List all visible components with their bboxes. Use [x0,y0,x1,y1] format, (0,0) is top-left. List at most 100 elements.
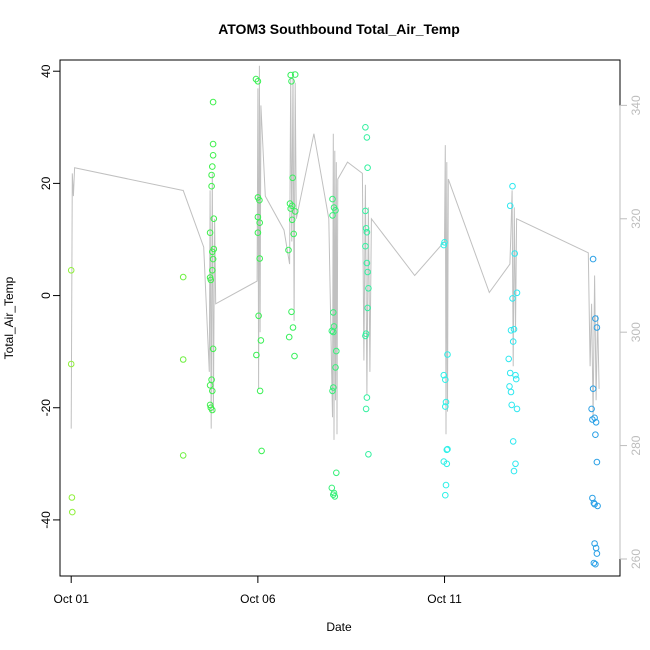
data-point [364,268,371,276]
y-tick-label: -40 [39,511,53,529]
data-point [440,241,448,249]
y-tick-label: 40 [39,64,53,78]
data-point [364,164,371,171]
data-point [592,560,599,568]
data-point [507,327,515,334]
x-tick-label: Oct 11 [427,592,462,606]
data-point [330,328,337,336]
data-point [363,394,371,401]
data-point [441,239,448,246]
secondary-series-line [70,65,600,440]
data-point [444,351,451,358]
data-point [68,494,76,501]
y2-tick-label: 300 [629,322,643,342]
data-point [330,489,338,497]
data-point [589,385,597,393]
data-point [289,324,297,331]
data-point [208,376,215,384]
data-point [442,376,449,384]
data-point [362,405,370,413]
y2-tick-label: 260 [629,549,643,569]
data-point [510,467,518,475]
data-point [590,559,598,567]
data-point [179,273,187,281]
data-point [509,438,517,445]
data-point [364,304,371,312]
x-axis-label: Date [326,620,352,634]
data-point [511,250,519,257]
data-point [208,171,215,179]
data-point [512,460,519,468]
chart-title: ATOM3 Southbound Total_Air_Temp [218,21,460,37]
data-point [506,202,514,210]
data-point [286,200,294,207]
data-point [179,452,187,459]
data-point [362,207,369,215]
secondary-line-layer [70,65,600,440]
data-point [254,78,262,85]
data-point [67,267,75,274]
y2-tick-label: 340 [629,95,643,115]
data-point [512,375,520,383]
data-point [362,124,369,131]
data-point [287,71,295,79]
data-point [332,364,339,371]
data-point [593,550,601,557]
data-point [510,325,518,333]
data-point [258,447,265,455]
data-point [207,276,215,284]
data-point [257,337,265,344]
data-point [285,246,292,254]
data-point [256,219,264,226]
data-point [592,431,599,439]
data-point [507,388,515,396]
data-point [363,134,371,141]
data-point [291,71,299,78]
y-axis: -40 -20 0 20 40 [39,64,61,529]
data-point [509,295,516,302]
y2-tick-label: 320 [629,208,643,228]
data-point [589,255,597,263]
data-point [509,338,517,345]
data-point [442,398,450,406]
data-point [179,356,187,363]
data-point [208,182,215,190]
data-point [365,451,372,458]
data-point [291,208,299,215]
data-point [209,248,216,256]
plot-frame [59,59,621,577]
data-point [256,196,263,204]
data-point [506,383,513,390]
x-tick-label: Oct 06 [240,592,276,606]
data-point [289,174,296,182]
data-point [513,289,521,297]
data-point [330,309,337,316]
data-point [209,163,216,170]
data-point [254,229,262,236]
data-point [592,419,600,426]
x-tick-label: Oct 01 [54,592,90,606]
data-point [506,369,514,377]
data-point [328,327,336,335]
data-point [331,493,339,500]
data-point [209,255,217,263]
data-point [288,216,296,224]
data-point [444,445,451,453]
data-point [290,230,298,238]
data-point [362,225,370,232]
data-point [288,308,295,316]
y-axis-label: Total_Air_Temp [2,276,16,359]
data-point [362,242,369,250]
data-point [291,352,298,360]
data-point [443,460,451,468]
data-point [443,446,451,454]
data-point [442,481,450,489]
data-point [593,324,601,331]
data-point [330,384,337,391]
data-point [332,207,339,214]
data-point [210,215,218,222]
data-point [442,491,449,499]
data-point [508,401,516,409]
y2-axis-right: 260 280 300 320 340 [619,95,643,569]
